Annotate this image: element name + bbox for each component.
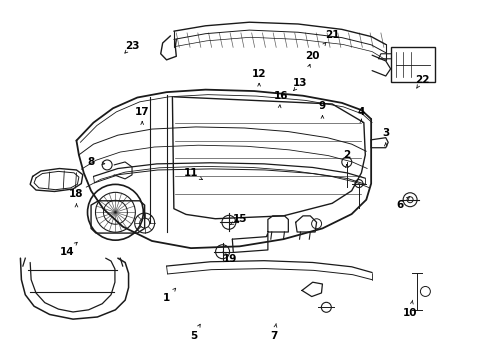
Text: 9: 9: [318, 102, 325, 112]
Bar: [390, 47, 435, 82]
Text: 11: 11: [183, 168, 198, 178]
Text: 10: 10: [402, 308, 417, 318]
Text: 4: 4: [357, 107, 365, 117]
Text: 15: 15: [232, 215, 246, 224]
Text: 21: 21: [324, 30, 339, 40]
Text: 5: 5: [189, 331, 197, 341]
Text: 13: 13: [293, 78, 307, 88]
Text: 1: 1: [163, 293, 170, 303]
Text: 14: 14: [59, 247, 74, 257]
Text: 2: 2: [343, 150, 350, 160]
Text: 3: 3: [381, 129, 388, 138]
Text: 12: 12: [251, 69, 266, 79]
Text: 7: 7: [269, 331, 277, 341]
Text: 19: 19: [222, 254, 237, 264]
Text: 23: 23: [125, 41, 140, 50]
Text: 18: 18: [69, 189, 83, 199]
Text: 20: 20: [305, 51, 319, 61]
Text: 6: 6: [396, 200, 403, 210]
Text: 17: 17: [135, 107, 149, 117]
Text: 16: 16: [273, 91, 288, 101]
Text: 8: 8: [87, 157, 95, 167]
Text: 22: 22: [414, 75, 428, 85]
